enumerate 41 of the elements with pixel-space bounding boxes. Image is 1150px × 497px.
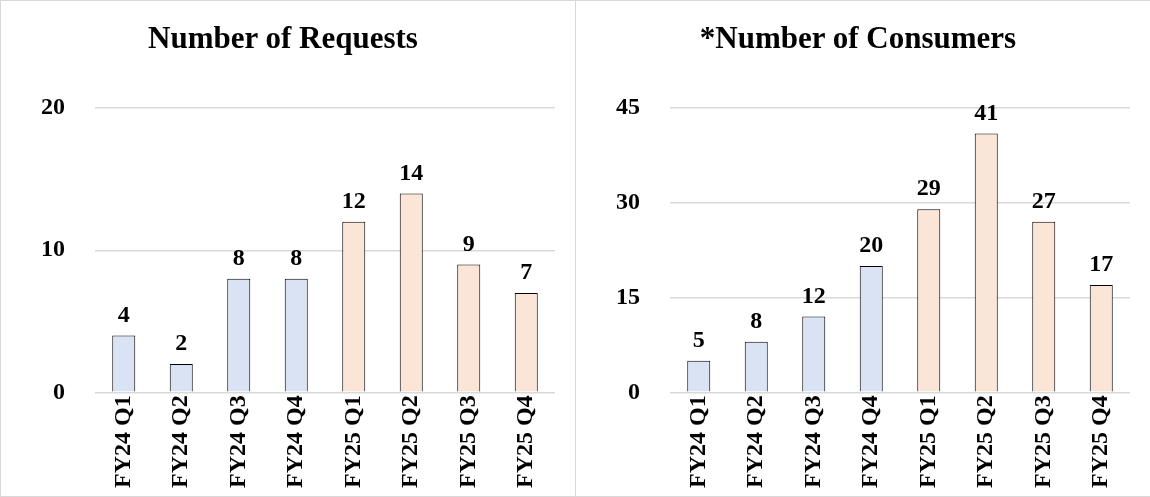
x-tick-label: FY24 Q1 bbox=[108, 395, 135, 489]
x-tick-label: FY24 Q4 bbox=[856, 395, 883, 489]
x-tick-label: FY25 Q3 bbox=[1028, 395, 1055, 489]
x-tick-label: FY25 Q4 bbox=[1086, 395, 1113, 489]
x-tick-label: FY24 Q3 bbox=[223, 395, 250, 489]
x-tick-label: FY24 Q1 bbox=[683, 395, 710, 489]
data-label: 17 bbox=[1089, 250, 1114, 277]
data-label: 7 bbox=[520, 258, 533, 285]
data-label: 12 bbox=[341, 187, 366, 214]
x-tick-label: FY25 Q2 bbox=[396, 395, 423, 489]
data-label: 12 bbox=[801, 281, 826, 308]
x-tick-label: FY24 Q2 bbox=[741, 395, 768, 489]
y-tick-label: 15 bbox=[616, 282, 640, 309]
data-label: 27 bbox=[1031, 187, 1056, 214]
data-label: 2 bbox=[175, 329, 188, 356]
y-tick-label: 30 bbox=[616, 188, 640, 215]
data-label: 8 bbox=[750, 307, 763, 334]
y-tick-label: 10 bbox=[41, 235, 65, 262]
x-tick-label: FY25 Q2 bbox=[971, 395, 998, 489]
x-tick-label: FY24 Q2 bbox=[166, 395, 193, 489]
x-tick-label: FY25 Q4 bbox=[511, 395, 538, 489]
y-tick-label: 0 bbox=[53, 377, 65, 404]
data-label: 20 bbox=[859, 231, 884, 258]
data-label: 8 bbox=[290, 243, 303, 270]
x-tick-label: FY25 Q3 bbox=[453, 395, 480, 489]
y-tick-label: 20 bbox=[41, 93, 65, 120]
x-tick-label: FY25 Q1 bbox=[913, 395, 940, 489]
data-label: 9 bbox=[462, 229, 475, 256]
x-tick-label: FY25 Q1 bbox=[338, 395, 365, 489]
data-label: 41 bbox=[974, 98, 999, 125]
data-label: 8 bbox=[232, 243, 245, 270]
chart-title: *Number of Consumers bbox=[699, 19, 1017, 55]
x-tick-label: FY24 Q4 bbox=[281, 395, 308, 489]
y-tick-label: 45 bbox=[616, 93, 640, 120]
x-tick-label: FY24 Q3 bbox=[798, 395, 825, 489]
data-label: 14 bbox=[399, 158, 424, 185]
data-label: 29 bbox=[916, 174, 941, 201]
data-label: 4 bbox=[117, 300, 130, 327]
y-tick-label: 0 bbox=[628, 377, 640, 404]
chart-title: Number of Requests bbox=[148, 19, 418, 55]
data-label: 5 bbox=[692, 325, 705, 352]
